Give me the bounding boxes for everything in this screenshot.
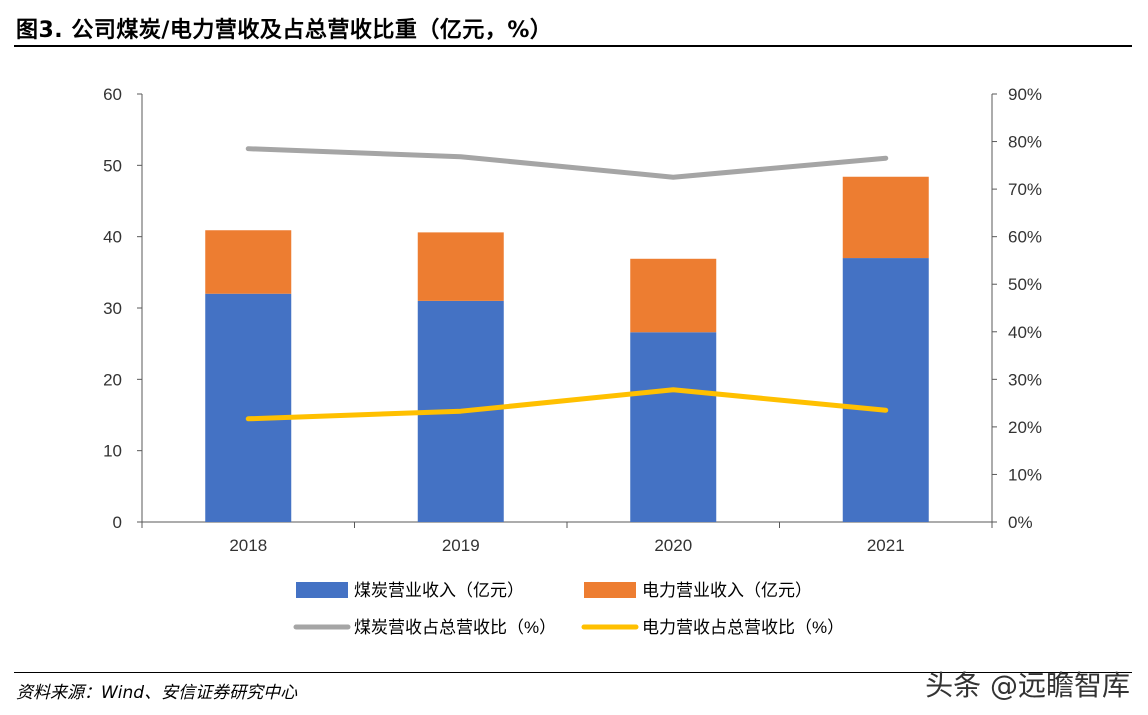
x-tick-label: 2019 [442, 536, 480, 555]
source-note: 资料来源：Wind、安信证券研究中心 [16, 683, 298, 703]
y-right-tick-label: 20% [1008, 418, 1042, 437]
legend-label: 煤炭营收占总营收比（%） [354, 618, 556, 637]
bar-coal-2021 [842, 258, 929, 522]
y-right-tick-label: 70% [1008, 180, 1042, 199]
line-power-share [245, 387, 889, 422]
x-tick-label: 2018 [229, 536, 267, 555]
legend-label: 电力营收占总营收比（%） [642, 618, 844, 637]
bars [205, 176, 929, 522]
x-tick-label: 2021 [867, 536, 905, 555]
y-right-tick-label: 80% [1008, 133, 1042, 152]
bar-power-2020 [630, 258, 717, 333]
y-left-tick-label: 40 [103, 228, 122, 247]
chart-title: 图3. 公司煤炭/电力营收及占总营收比重（亿元，%） [16, 18, 553, 43]
bar-power-2018 [205, 230, 292, 294]
line-coal-share [245, 146, 889, 180]
y-right-tick-label: 90% [1008, 85, 1042, 104]
bar-power-2019 [417, 232, 504, 301]
y-left-tick-label: 0 [113, 513, 122, 532]
y-left-tick-label: 20 [103, 370, 122, 389]
bar-coal-2018 [205, 293, 292, 522]
y-right-tick-label: 10% [1008, 465, 1042, 484]
bar-coal-2020 [630, 332, 717, 522]
source-divider [14, 672, 1132, 673]
y-left-tick-label: 60 [103, 85, 122, 104]
lines [245, 146, 889, 422]
watermark: 头条 @远瞻智库 [925, 669, 1130, 702]
y-left-tick-label: 50 [103, 156, 122, 175]
y-left-tick-label: 30 [103, 299, 122, 318]
x-tick-label: 2020 [654, 536, 692, 555]
legend-swatch [296, 582, 348, 598]
y-left-tick-label: 10 [103, 442, 122, 461]
y-right-tick-label: 40% [1008, 323, 1042, 342]
y-right-tick-label: 50% [1008, 275, 1042, 294]
y-right-tick-label: 60% [1008, 228, 1042, 247]
legend-label: 煤炭营业收入（亿元） [354, 581, 524, 600]
bar-power-2021 [842, 176, 929, 259]
axes: 0 10 20 30 40 50 60 0% 10% 20% 30% 40% 50% 60% 70% 80% 9… [103, 85, 1042, 555]
y-right-tick-label: 0% [1008, 513, 1033, 532]
title-divider [14, 45, 1132, 47]
legend-label: 电力营业收入（亿元） [642, 581, 812, 600]
y-right-tick-label: 30% [1008, 370, 1042, 389]
legend: 煤炭营业收入（亿元） 电力营业收入（亿元） 煤炭营收占总营收比（%） 电力营收占总营收… [293, 581, 844, 637]
legend-swatch [584, 582, 636, 598]
